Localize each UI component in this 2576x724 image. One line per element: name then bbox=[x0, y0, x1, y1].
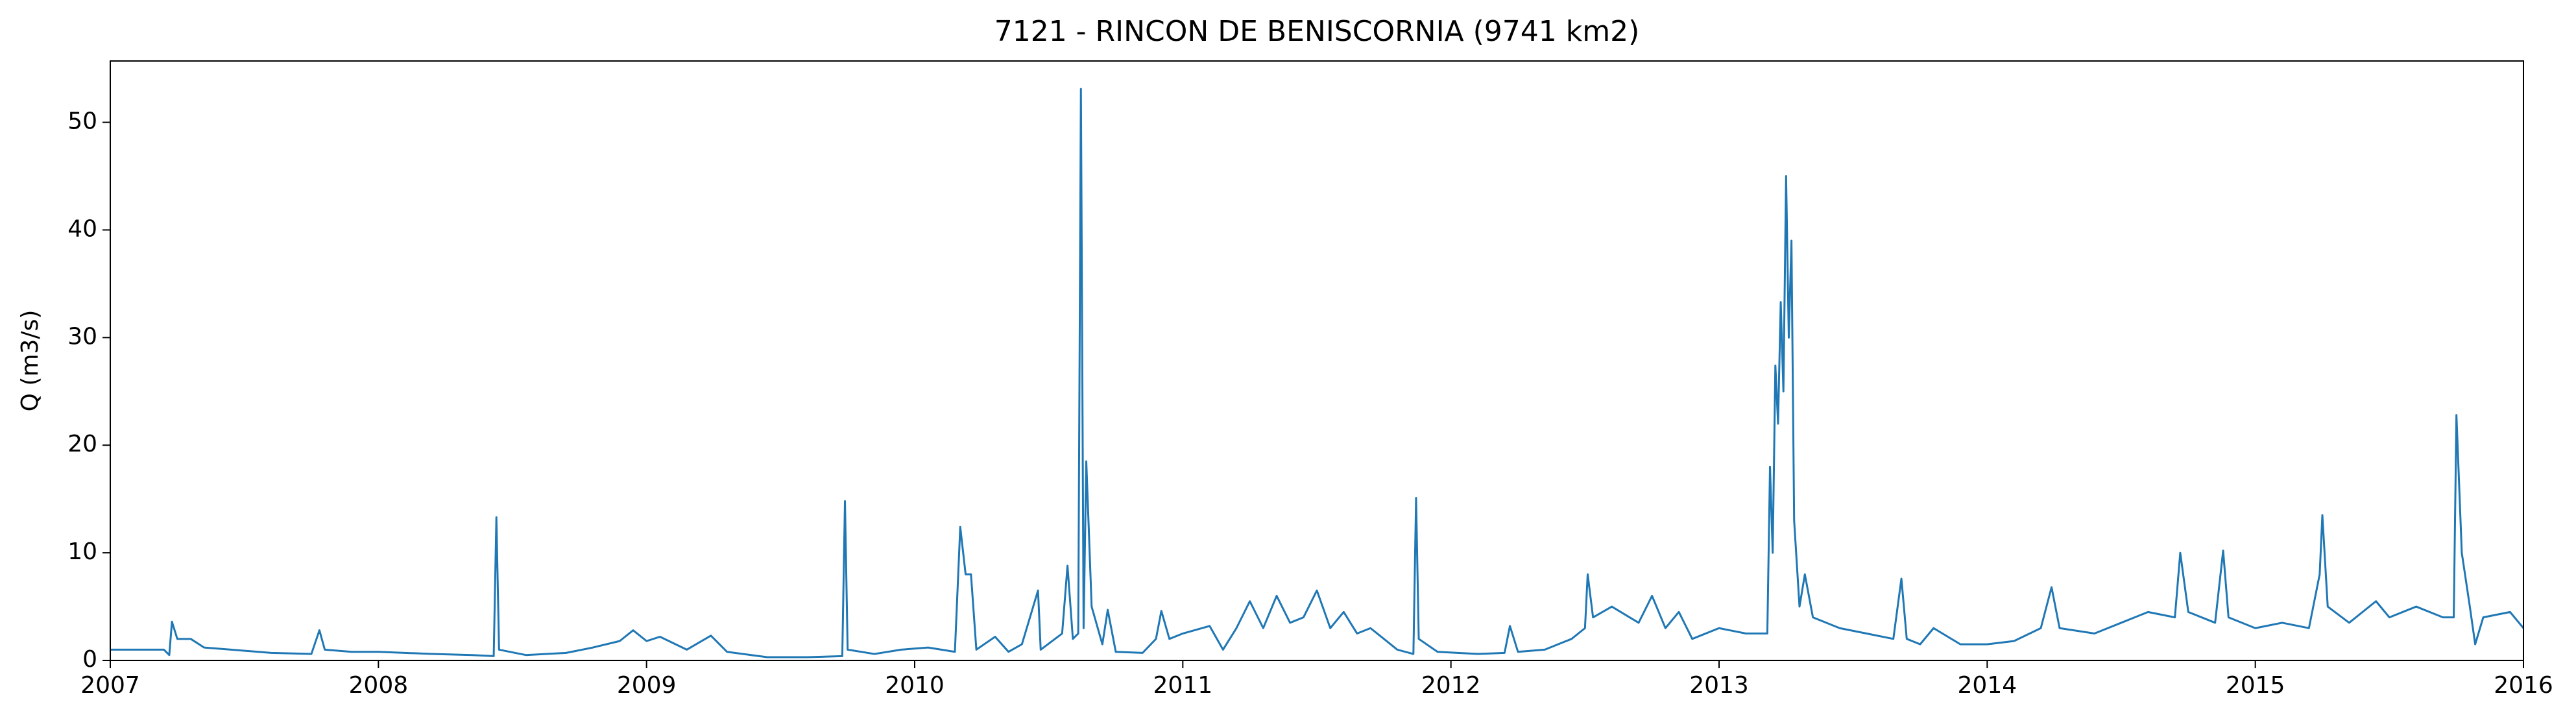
x-tick-label: 2008 bbox=[349, 672, 409, 699]
plot-frame bbox=[110, 60, 2524, 661]
x-tick-label: 2014 bbox=[1958, 672, 2017, 699]
y-axis-label: Q (m3/s) bbox=[17, 310, 43, 412]
y-tick-label: 20 bbox=[67, 431, 97, 457]
y-tick-label: 0 bbox=[82, 646, 97, 673]
y-tick-label: 10 bbox=[67, 538, 97, 565]
x-tick-label: 2011 bbox=[1153, 672, 1213, 699]
x-tick-label: 2013 bbox=[1689, 672, 1749, 699]
y-tick-label: 50 bbox=[67, 108, 97, 135]
x-tick-label: 2007 bbox=[80, 672, 140, 699]
y-tick-label: 40 bbox=[67, 215, 97, 242]
x-tick-label: 2012 bbox=[1421, 672, 1481, 699]
chart-title: 7121 - RINCON DE BENISCORNIA (9741 km2) bbox=[994, 15, 1640, 48]
y-tick-label: 30 bbox=[67, 323, 97, 350]
x-tick-label: 2016 bbox=[2494, 672, 2553, 699]
data-line bbox=[110, 88, 2525, 658]
x-tick-label: 2009 bbox=[617, 672, 677, 699]
x-tick-label: 2010 bbox=[885, 672, 945, 699]
x-tick-label: 2015 bbox=[2226, 672, 2285, 699]
